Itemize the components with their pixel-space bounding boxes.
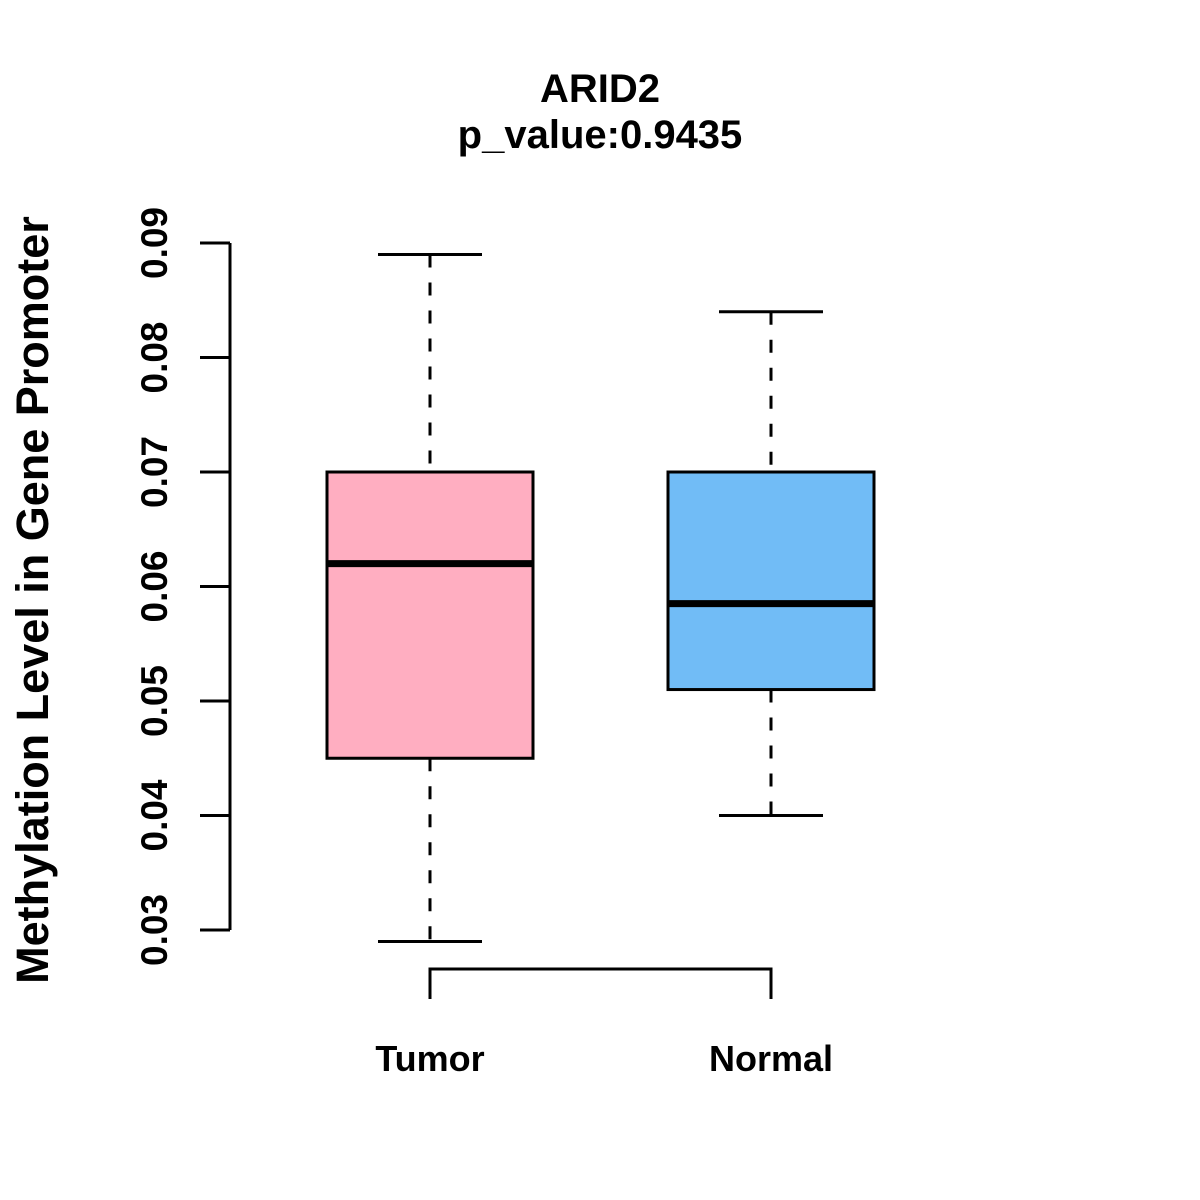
x-axis-bracket [428,967,773,999]
y-tick-label: 0.09 [134,207,175,279]
y-tick-label: 0.06 [134,550,175,622]
y-tick-label: 0.07 [134,436,175,508]
y-tick-label: 0.08 [134,321,175,393]
chart-subtitle: p_value:0.9435 [457,113,743,157]
category-label-tumor: Tumor [375,1038,484,1079]
chart-title: ARID2 [539,67,661,111]
category-label-normal: Normal [709,1038,833,1079]
tumor-box [325,470,535,760]
y-tick-label: 0.05 [134,665,175,737]
y-tick-label: 0.04 [134,779,175,851]
normal-box [666,470,876,692]
y-tick-label: 0.03 [134,894,175,966]
